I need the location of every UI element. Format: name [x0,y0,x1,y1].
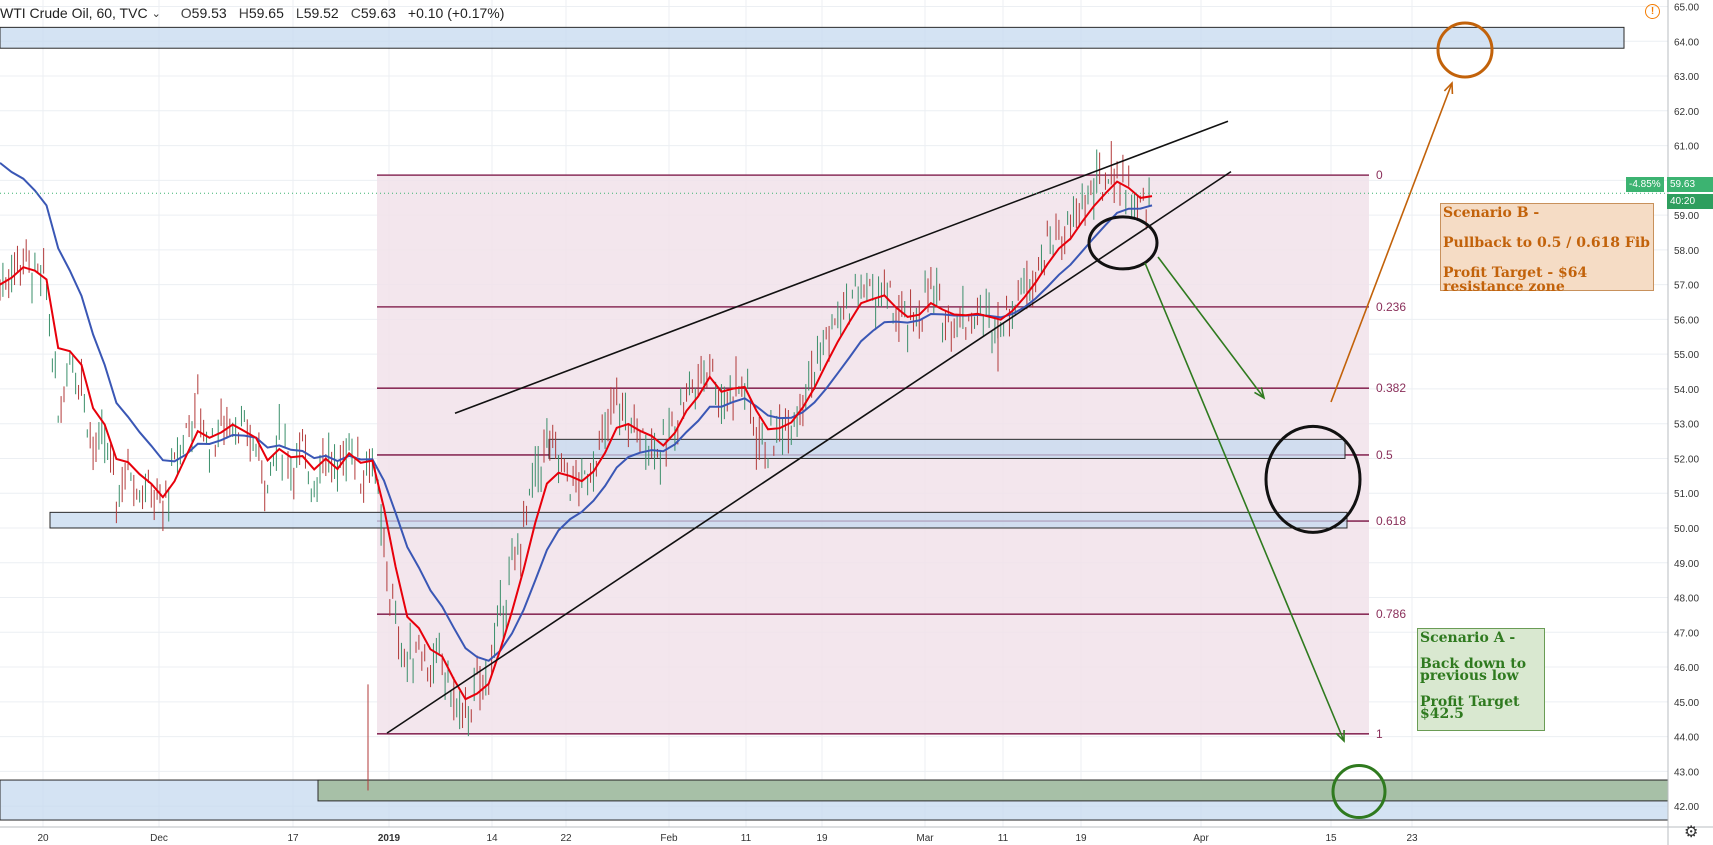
consolidation-circle [1087,215,1159,271]
price-tick-label: 65.00 [1674,3,1699,14]
time-tick-label: 14 [486,833,498,844]
time-tick-label: 2019 [378,833,401,844]
chart-header: WTI Crude Oil, 60, TVC ⌄ O59.53 H59.65 L… [0,2,504,24]
fib-level-label: 0.5 [1376,448,1393,462]
time-tick-label: 17 [287,833,299,844]
ema-fast-line [0,180,1153,701]
arrow-to-previous-low-head [1335,729,1345,743]
price-tick-label: 57.00 [1674,281,1699,292]
scenario-a-line: $42.5 [1420,706,1464,722]
scenario-a-title: Scenario A - [1420,630,1516,646]
zones [0,26,1669,821]
fib-level-label: 0.236 [1376,300,1406,314]
price-tick-label: 52.00 [1674,454,1699,465]
price-tick-label: 64.00 [1674,37,1699,48]
zone-resistance [0,26,1625,49]
lower-trendline [386,170,1232,734]
zone-fib-0.618 [49,511,1348,529]
price-tick-label: 62.00 [1674,107,1699,118]
upper-trendline [454,120,1229,415]
time-tick-label: 22 [560,833,572,844]
change-value: +0.10 (+0.17%) [407,5,505,21]
scenario-b-title: Scenario B - [1443,205,1540,221]
price-tick-label: 47.00 [1674,628,1699,639]
scenario-a-note[interactable]: Scenario A - Back down to previous low P… [1417,628,1545,731]
fib-level-label: 0 [1376,168,1383,182]
arrow-to-fib-zone [1157,256,1265,399]
scenario-a-line: previous low [1420,668,1519,684]
time-tick-label: Dec [150,833,168,844]
chevron-down-icon[interactable]: ⌄ [151,7,161,20]
symbol-title[interactable]: WTI Crude Oil, 60, TVC [0,5,148,21]
scenario-b-note[interactable]: Scenario B - Pullback to 0.5 / 0.618 Fib… [1440,203,1654,295]
scenario-b-line: resistance zone [1443,279,1565,295]
price-tick-label: 53.00 [1674,420,1699,431]
price-tick-label: 55.00 [1674,350,1699,361]
fib-level-label: 1 [1376,727,1383,741]
time-tick-label: 11 [741,833,752,844]
time-axis: 20 Dec 17 2019 14 22 Feb 11 19 Mar 11 19 Apr 15 23 [0,826,1713,844]
arrow-to-resistance-head [1443,81,1454,95]
time-tick-label: Apr [1193,833,1209,844]
time-tick-label: 19 [1075,833,1087,844]
alert-icon[interactable]: ! [1645,4,1660,19]
scenario-b-target-circle [1436,21,1494,79]
time-tick-label: 15 [1325,833,1337,844]
time-tick-label: 11 [998,833,1009,844]
moving-averages [0,162,1153,701]
countdown-tag: 40:20 [1667,194,1713,209]
high-value: H59.65 [238,5,284,21]
arrow-to-previous-low [1144,262,1345,742]
scenario-b-line: Profit Target - $64 [1443,265,1588,281]
price-tick-label: 43.00 [1674,767,1699,778]
price-tick-label: 59.00 [1674,211,1699,222]
price-tick-label: 46.00 [1674,663,1699,674]
time-tick-label: 23 [1406,833,1418,844]
price-tick-label: 54.00 [1674,385,1699,396]
price-tick-label: 50.00 [1674,524,1699,535]
price-tick-label: 58.00 [1674,246,1699,257]
fib-level-label: 0.382 [1376,381,1406,395]
time-tick-label: 20 [37,833,49,844]
price-tick-label: 45.00 [1674,698,1699,709]
scenario-a-line: Profit Target [1420,694,1520,710]
scenario-a-line: Back down to [1420,656,1527,672]
percent-change-tag: -4.85% [1626,177,1664,192]
time-tick-label: Mar [916,833,934,844]
gear-icon[interactable]: ⚙ [1684,824,1699,841]
price-tick-label: 42.00 [1674,802,1699,813]
target-zone-circle [1264,424,1362,534]
zone-support-inner [317,779,1669,802]
price-tick-label: 48.00 [1674,594,1699,605]
arrow-to-resistance [1330,82,1453,403]
price-axis: 42.00 43.00 44.00 45.00 46.00 47.00 48.00 49.00… [1667,0,1699,845]
candles [0,141,1150,791]
drawings [0,21,1668,820]
price-tick-label: 63.00 [1674,72,1699,83]
fib-level-label: 0.618 [1376,514,1406,528]
zone-fib-0.5 [548,438,1346,459]
arrow-to-fib-zone-head [1254,387,1266,400]
time-tick-label: 19 [816,833,828,844]
scenario-a-target-circle [1331,764,1387,820]
price-tick-label: 61.00 [1674,142,1699,153]
price-tick-label: 44.00 [1674,733,1699,744]
last-price-tag: 59.63 [1667,177,1713,192]
time-tick-label: Feb [660,833,678,844]
price-tick-label: 49.00 [1674,559,1699,570]
open-value: O59.53 [180,5,227,21]
fib-level-label: 0.786 [1376,607,1406,621]
low-value: L59.52 [295,5,339,21]
price-tick-label: 51.00 [1674,489,1699,500]
scenario-b-line: Pullback to 0.5 / 0.618 Fib [1443,235,1650,251]
close-value: C59.63 [350,5,396,21]
price-tick-label: 56.00 [1674,315,1699,326]
